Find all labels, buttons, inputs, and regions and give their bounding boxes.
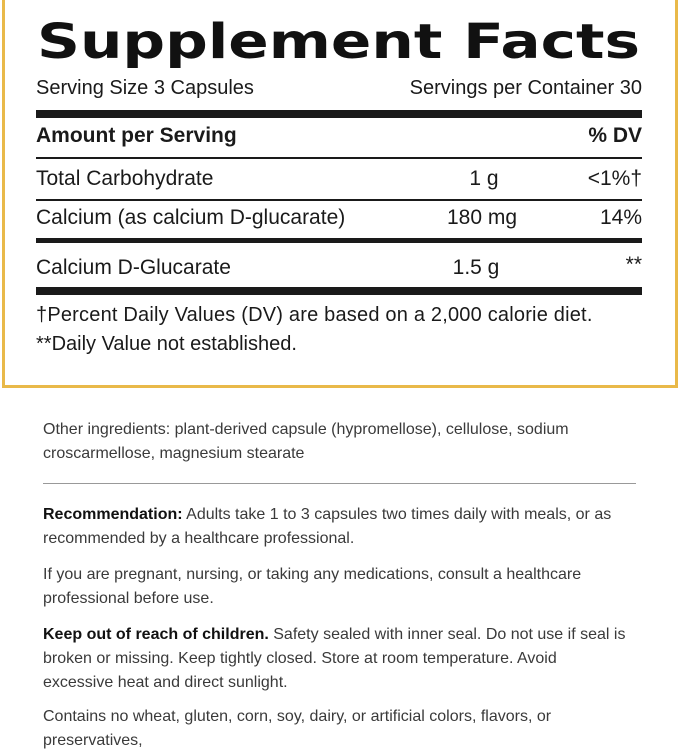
text: Contains no wheat, gluten, corn, soy, da… xyxy=(43,708,552,749)
paragraph: Recommendation: Adults take 1 to 3 capsu… xyxy=(43,503,638,551)
row-dv: 14% xyxy=(599,206,642,229)
text: If you are pregnant, nursing, or taking … xyxy=(43,566,582,607)
row-name: Calcium D-Glucarate xyxy=(36,256,231,279)
row-dv: ** xyxy=(625,253,642,276)
servings-per-container: Servings per Container 30 xyxy=(409,77,642,99)
lead: Keep out of reach of children. xyxy=(43,626,269,643)
amount-header: Amount per Serving xyxy=(36,124,237,147)
title-svg: Supplement Facts xyxy=(37,14,640,70)
serving-size: Serving Size 3 Capsules xyxy=(36,77,254,99)
paragraph: If you are pregnant, nursing, or taking … xyxy=(43,563,613,611)
dv-header: % DV xyxy=(588,124,642,147)
text: Adults take 1 to 3 capsules two times da… xyxy=(43,506,612,547)
row-amount: 180 mg xyxy=(446,206,518,229)
text: Safety sealed with inner seal. Do not us… xyxy=(43,626,626,691)
paragraph: Contains no wheat, gluten, corn, soy, da… xyxy=(43,705,588,753)
divider xyxy=(43,483,636,484)
facts-title: Supplement Facts xyxy=(37,14,640,70)
rule xyxy=(36,157,642,159)
row-dv: <1%† xyxy=(587,167,642,190)
footnote: †Percent Daily Values (DV) are based on … xyxy=(36,304,593,326)
row-amount: 1 g xyxy=(469,167,499,190)
medium-rule xyxy=(36,238,642,243)
thick-rule xyxy=(36,287,642,295)
other-ingredients: Other ingredients: plant-derived capsule… xyxy=(43,421,569,462)
footnote: **Daily Value not established. xyxy=(36,333,297,355)
row-name: Total Carbohydrate xyxy=(36,167,214,190)
thick-rule xyxy=(36,110,642,118)
row-amount: 1.5 g xyxy=(452,256,500,279)
row-name: Calcium (as calcium D-glucarate) xyxy=(36,206,346,229)
rule xyxy=(36,199,642,201)
paragraph: Keep out of reach of children. Safety se… xyxy=(43,623,628,695)
lead: Recommendation: xyxy=(43,506,183,523)
facts-panel xyxy=(2,0,678,388)
